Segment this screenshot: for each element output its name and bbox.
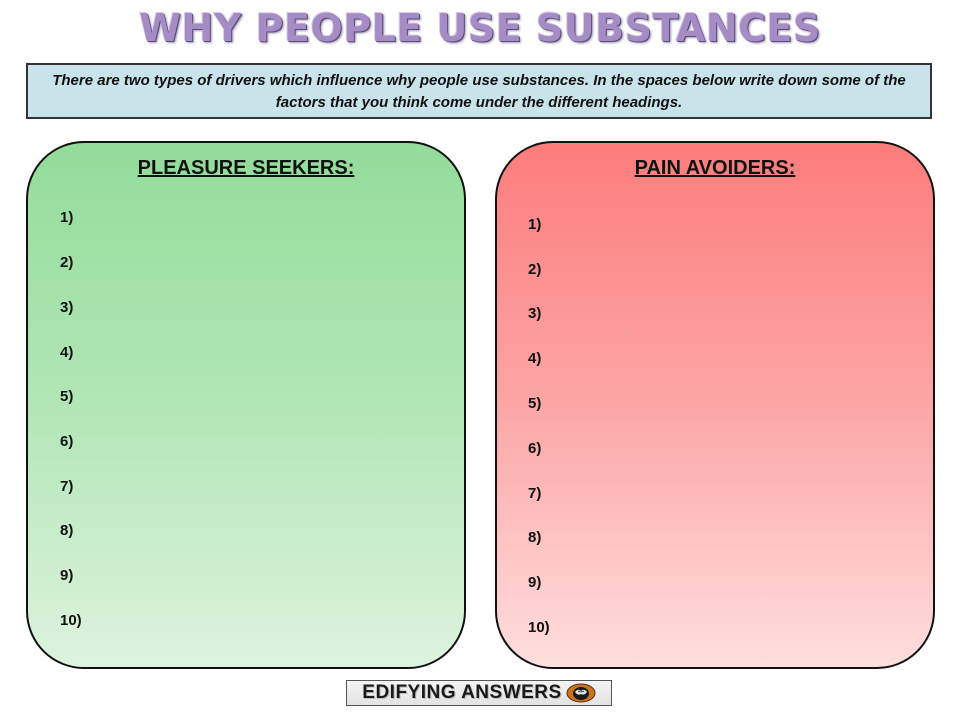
pain-item-3: 3) bbox=[528, 305, 542, 322]
pain-item-5: 5) bbox=[528, 395, 542, 412]
pain-item-9: 9) bbox=[528, 574, 542, 591]
pleasure-item-5: 5) bbox=[60, 388, 74, 405]
pleasure-item-9: 9) bbox=[60, 567, 74, 584]
edifying-answers-logo: EDIFYING ANSWERS bbox=[346, 680, 612, 706]
pleasure-item-3: 3) bbox=[60, 299, 74, 316]
pleasure-item-10: 10) bbox=[60, 612, 82, 629]
pleasure-seekers-heading: PLEASURE SEEKERS: bbox=[137, 157, 355, 179]
pleasure-item-7: 7) bbox=[60, 478, 74, 495]
pain-avoiders-panel: PAIN AVOIDERS: 1) 2) 3) 4) 5) 6) 7) 8) 9… bbox=[495, 141, 935, 669]
pleasure-item-2: 2) bbox=[60, 254, 74, 271]
pain-item-10: 10) bbox=[528, 619, 550, 636]
brain-logo-icon bbox=[566, 683, 596, 703]
pleasure-item-6: 6) bbox=[60, 433, 74, 450]
logo-text: EDIFYING ANSWERS bbox=[362, 682, 562, 703]
pleasure-item-1: 1) bbox=[60, 209, 74, 226]
pleasure-item-4: 4) bbox=[60, 344, 74, 361]
pain-item-6: 6) bbox=[528, 440, 542, 457]
pain-item-2: 2) bbox=[528, 261, 542, 278]
pain-item-7: 7) bbox=[528, 485, 542, 502]
pleasure-seekers-panel: PLEASURE SEEKERS: 1) 2) 3) 4) 5) 6) 7) 8… bbox=[26, 141, 466, 669]
instructions-box: There are two types of drivers which inf… bbox=[26, 63, 932, 119]
pain-item-1: 1) bbox=[528, 216, 542, 233]
pain-item-4: 4) bbox=[528, 350, 542, 367]
pain-avoiders-heading: PAIN AVOIDERS: bbox=[634, 157, 796, 179]
pleasure-item-8: 8) bbox=[60, 522, 74, 539]
pain-item-8: 8) bbox=[528, 529, 542, 546]
page-title: WHY PEOPLE USE SUBSTANCES bbox=[139, 6, 821, 50]
